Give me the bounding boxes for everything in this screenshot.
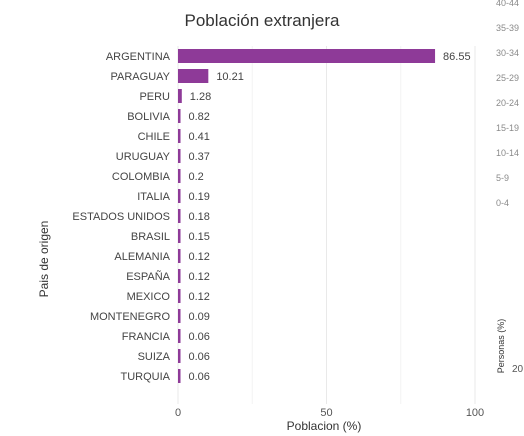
bar bbox=[178, 289, 181, 303]
bar bbox=[178, 269, 181, 283]
adjacent-axis-label: Personas (%) bbox=[496, 319, 506, 374]
bar bbox=[178, 69, 209, 83]
category-label: URUGUAY bbox=[116, 151, 171, 163]
age-group-label: 20-24 bbox=[496, 98, 519, 108]
category-label: MONTENEGRO bbox=[90, 311, 171, 323]
bar bbox=[178, 249, 181, 263]
bar bbox=[178, 369, 181, 383]
bar bbox=[178, 169, 181, 183]
age-group-label: 10-14 bbox=[496, 148, 519, 158]
chart-title: Población extranjera bbox=[185, 11, 341, 30]
value-label: 0.12 bbox=[189, 291, 210, 303]
value-label: 0.41 bbox=[189, 131, 210, 143]
category-label: ARGENTINA bbox=[106, 51, 171, 63]
bar bbox=[178, 109, 181, 123]
category-label: COLOMBIA bbox=[112, 171, 171, 183]
bar bbox=[178, 89, 182, 103]
value-label: 0.2 bbox=[189, 171, 204, 183]
bar bbox=[178, 49, 436, 63]
bar bbox=[178, 209, 181, 223]
category-label: TURQUIA bbox=[121, 371, 171, 383]
value-label: 0.06 bbox=[189, 371, 210, 383]
age-group-label: 35-39 bbox=[496, 23, 519, 33]
bar bbox=[178, 149, 181, 163]
labels-layer: ARGENTINA 86.55 PARAGUAY 10.21 PERU 1.28 BOLIV… bbox=[72, 51, 470, 383]
category-label: CHILE bbox=[138, 131, 170, 143]
value-label: 10.21 bbox=[216, 71, 244, 83]
value-label: 0.06 bbox=[189, 331, 210, 343]
value-label: 1.28 bbox=[190, 91, 211, 103]
category-label: MEXICO bbox=[127, 291, 171, 303]
bar bbox=[178, 349, 181, 363]
category-label: SUIZA bbox=[138, 351, 171, 363]
bar bbox=[178, 189, 181, 203]
value-label: 0.15 bbox=[189, 231, 210, 243]
age-group-label: 25-29 bbox=[496, 73, 519, 83]
category-label: BRASIL bbox=[131, 231, 170, 243]
bar bbox=[178, 329, 181, 343]
adjacent-chart-fragment: 40-44 35-39 30-34 25-29 20-24 15-19 10-14 5-9 0-… bbox=[496, 0, 524, 375]
bars-layer bbox=[178, 49, 436, 383]
category-label: BOLIVIA bbox=[127, 111, 170, 123]
y-axis-title: Pais de origen bbox=[37, 221, 51, 298]
value-label: 0.09 bbox=[189, 311, 210, 323]
x-tick-label: 50 bbox=[320, 407, 332, 419]
bar bbox=[178, 309, 181, 323]
value-label: 0.37 bbox=[189, 151, 210, 163]
age-group-label: 0-4 bbox=[496, 198, 509, 208]
age-group-label: 5-9 bbox=[496, 173, 509, 183]
category-label: ITALIA bbox=[137, 191, 170, 203]
x-tick-label: 0 bbox=[175, 407, 181, 419]
x-tick-label: 100 bbox=[466, 407, 484, 419]
category-label: PERU bbox=[139, 91, 170, 103]
value-label: 86.55 bbox=[443, 51, 471, 63]
category-label: ALEMANIA bbox=[114, 251, 170, 263]
value-label: 0.18 bbox=[189, 211, 210, 223]
adjacent-tick-label: 20 bbox=[512, 364, 524, 375]
grid-layer bbox=[177, 46, 476, 404]
bar bbox=[178, 229, 181, 243]
ticks-layer: 0 50 100 bbox=[175, 407, 484, 419]
value-label: 0.12 bbox=[189, 271, 210, 283]
age-group-label: 40-44 bbox=[496, 0, 519, 8]
category-label: ESPAÑA bbox=[126, 270, 170, 283]
age-group-label: 30-34 bbox=[496, 48, 519, 58]
x-axis-title: Poblacion (%) bbox=[287, 419, 362, 433]
value-label: 0.12 bbox=[189, 251, 210, 263]
category-label: PARAGUAY bbox=[111, 71, 171, 83]
category-label: FRANCIA bbox=[122, 331, 171, 343]
value-label: 0.19 bbox=[189, 191, 210, 203]
category-label: ESTADOS UNIDOS bbox=[72, 211, 170, 223]
age-group-label: 15-19 bbox=[496, 123, 519, 133]
bar bbox=[178, 129, 181, 143]
value-label: 0.82 bbox=[189, 111, 210, 123]
value-label: 0.06 bbox=[189, 351, 210, 363]
